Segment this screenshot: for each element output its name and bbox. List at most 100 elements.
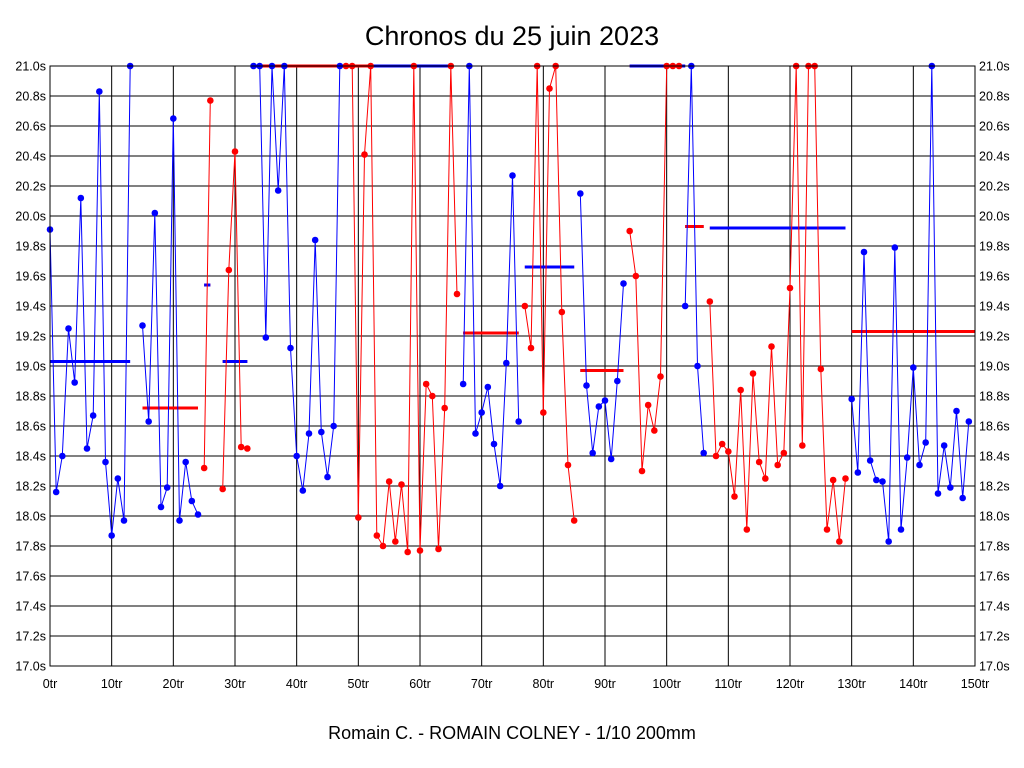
x-tick-label: 40tr xyxy=(286,677,308,691)
y-tick-label-right: 19.6s xyxy=(979,270,1010,284)
lap-point-red xyxy=(718,440,726,448)
lap-point-blue xyxy=(601,397,609,404)
lap-series-line-blue xyxy=(49,65,131,536)
y-axis-right: 17.0s 17.2s 17.4s 17.6s 17.8s 18.0s 18.2s 18.4s… xyxy=(979,60,1010,674)
lap-point-blue xyxy=(965,418,973,425)
lap-point-red xyxy=(361,151,368,158)
y-tick-label-left: 17.4s xyxy=(15,600,46,614)
lap-point-blue xyxy=(151,209,159,217)
lap-point-red xyxy=(404,548,411,556)
x-tick-label: 20tr xyxy=(163,677,185,691)
lap-point-blue xyxy=(459,380,467,388)
x-tick-label: 120tr xyxy=(776,677,805,691)
lap-point-red xyxy=(632,272,640,280)
y-tick-label-left: 19.8s xyxy=(15,240,46,254)
lap-point-red xyxy=(712,452,720,460)
lap-point-red xyxy=(799,442,806,449)
y-tick-label-right: 18.6s xyxy=(979,420,1010,434)
x-tick-label: 110tr xyxy=(715,677,743,691)
lap-point-red xyxy=(768,343,775,350)
lap-point-red xyxy=(737,386,744,394)
x-tick-label: 70tr xyxy=(471,677,493,691)
lap-point-red xyxy=(379,542,387,550)
x-tick-label: 100tr xyxy=(652,677,681,691)
lap-point-blue xyxy=(472,430,479,437)
x-tick-label: 80tr xyxy=(533,677,555,691)
lap-point-blue xyxy=(108,532,115,539)
lap-point-red xyxy=(207,97,214,104)
lap-point-red xyxy=(546,85,553,92)
x-tick-label: 50tr xyxy=(348,677,370,691)
lap-series-line-blue xyxy=(462,65,520,487)
lap-point-red xyxy=(392,538,399,545)
chart-title: Chronos du 25 juin 2023 xyxy=(365,21,659,51)
lap-point-red xyxy=(786,284,794,292)
y-tick-label-left: 20.8s xyxy=(15,90,46,104)
y-tick-label-right: 19.8s xyxy=(979,240,1010,254)
lap-series xyxy=(46,62,973,556)
y-tick-label-left: 20.2s xyxy=(15,180,46,194)
lap-point-blue xyxy=(891,244,899,251)
lap-point-red xyxy=(817,365,825,373)
y-tick-label-right: 20.2s xyxy=(979,180,1010,194)
lap-point-blue xyxy=(873,476,880,484)
y-tick-label-left: 17.8s xyxy=(15,540,46,554)
lap-point-blue xyxy=(484,383,492,391)
lap-point-blue xyxy=(157,503,165,511)
lap-point-blue xyxy=(897,526,905,533)
lap-point-red xyxy=(373,532,381,539)
y-tick-label-right: 18.0s xyxy=(979,510,1010,524)
lap-point-blue xyxy=(607,455,615,463)
y-tick-label-right: 17.4s xyxy=(979,600,1010,614)
y-tick-label-left: 21.0s xyxy=(15,60,46,74)
lap-point-red xyxy=(231,148,239,155)
y-tick-label-left: 18.4s xyxy=(15,450,46,464)
lap-point-blue xyxy=(620,280,627,287)
lap-point-red xyxy=(836,538,843,545)
lap-point-blue xyxy=(959,494,966,502)
lap-point-blue xyxy=(903,454,911,461)
lap-point-blue xyxy=(515,418,522,425)
y-tick-label-left: 19.4s xyxy=(15,300,46,314)
lap-point-blue xyxy=(176,517,183,524)
y-tick-label-left: 17.2s xyxy=(15,630,46,644)
lap-point-red xyxy=(540,409,547,416)
lap-series-line-red xyxy=(203,100,211,469)
lap-point-red xyxy=(453,290,461,298)
lap-point-red xyxy=(651,427,658,434)
lap-point-red xyxy=(225,266,233,274)
y-tick-label-left: 18.8s xyxy=(15,390,46,404)
lap-point-blue xyxy=(866,457,874,464)
lap-point-blue xyxy=(170,115,177,122)
lap-series-line-blue xyxy=(684,65,705,454)
lap-point-red xyxy=(762,475,769,482)
lap-point-red xyxy=(644,401,652,409)
lap-point-blue xyxy=(71,379,78,386)
lap-point-blue xyxy=(139,322,146,329)
y-tick-label-right: 19.2s xyxy=(979,330,1010,344)
lap-point-blue xyxy=(299,487,307,494)
lap-point-blue xyxy=(503,359,510,367)
y-tick-label-left: 17.6s xyxy=(15,570,46,584)
lap-point-blue xyxy=(89,412,97,419)
lap-point-blue xyxy=(583,382,590,389)
x-tick-label: 0tr xyxy=(43,677,58,691)
y-tick-label-right: 17.8s xyxy=(979,540,1010,554)
y-tick-label-left: 18.6s xyxy=(15,420,46,434)
y-tick-label-left: 19.0s xyxy=(15,360,46,374)
lap-point-blue xyxy=(614,377,621,385)
lap-point-red xyxy=(749,370,757,377)
lap-point-blue xyxy=(860,248,868,256)
lap-point-blue xyxy=(274,187,282,194)
lap-series-line-blue xyxy=(851,65,970,542)
lap-point-blue xyxy=(848,395,855,403)
x-tick-label: 90tr xyxy=(594,677,616,691)
lap-point-blue xyxy=(922,439,929,446)
lap-point-blue xyxy=(947,484,954,491)
lap-point-blue xyxy=(102,458,109,466)
lap-point-blue xyxy=(163,484,171,491)
lap-point-blue xyxy=(681,302,689,310)
lap-point-blue xyxy=(287,344,294,352)
